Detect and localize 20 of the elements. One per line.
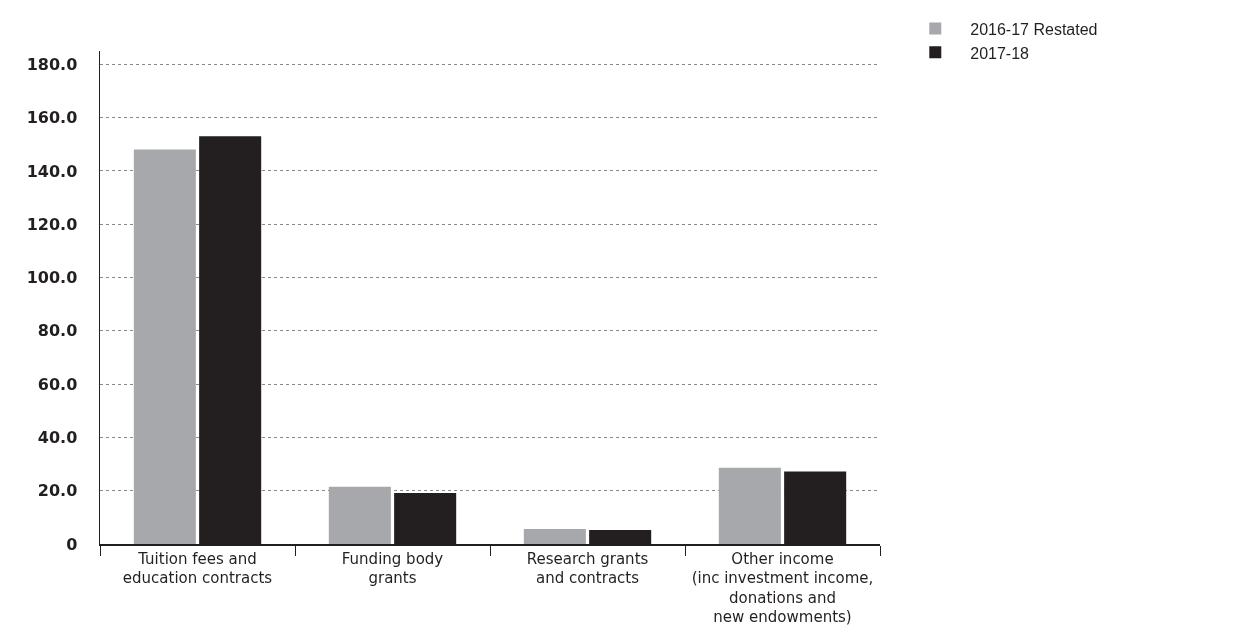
y-tick-label: 160.0	[26, 108, 78, 128]
bar	[133, 149, 196, 544]
x-tick-label: Tuition fees and education contracts	[122, 549, 273, 587]
y-tick-label: 140.0	[26, 161, 78, 181]
y-tick-label: 60.0	[37, 374, 78, 394]
y-tick-label: 0	[66, 534, 78, 554]
bar	[523, 529, 586, 544]
y-tick-label: 180.0	[26, 54, 78, 74]
x-tick-label: Research grants and contracts	[526, 549, 649, 587]
x-tick-label: Funding body grants	[341, 549, 444, 587]
y-tick-label: 120.0	[26, 214, 78, 234]
bar	[718, 467, 781, 544]
y-tick-label: 20.0	[37, 481, 78, 501]
legend-label: 2017-18	[970, 44, 1030, 62]
y-tick-label: 100.0	[26, 268, 78, 288]
y-tick-label: 40.0	[37, 428, 78, 448]
y-tick-label: 80.0	[37, 321, 78, 341]
bar	[328, 486, 391, 544]
x-tick-label: Other income (inc investment income, donations and new endowments)	[691, 549, 874, 626]
legend-label: 2016-17 Restated	[970, 20, 1098, 38]
